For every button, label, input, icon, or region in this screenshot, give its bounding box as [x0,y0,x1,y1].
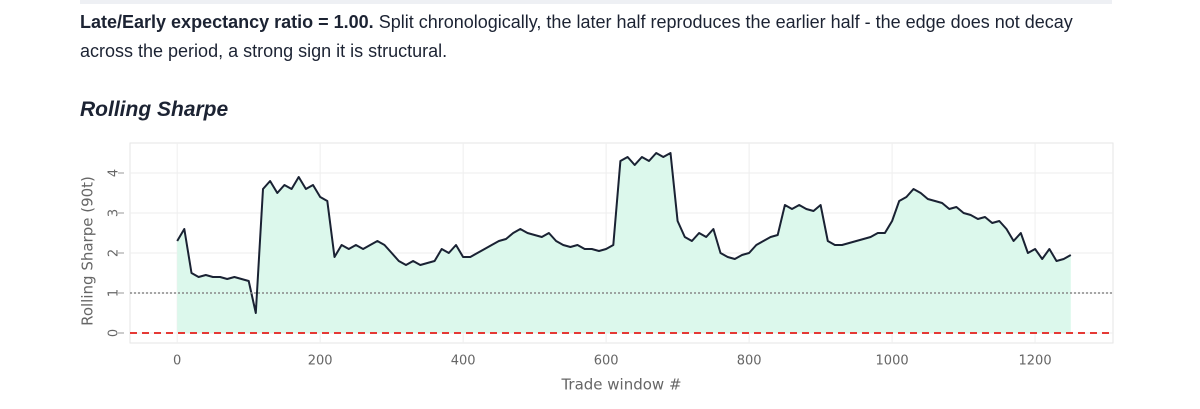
x-tick-label: 800 [737,354,762,369]
y-tick-label: 0 [107,329,122,337]
y-tick-label: 3 [107,209,122,217]
y-tick-label: 1 [107,289,122,297]
paragraph: Late/Early expectancy ratio = 1.00. Spli… [80,8,1110,66]
section-title: Rolling Sharpe [80,98,229,121]
y-axis-label: Rolling Sharpe (90t) [79,176,97,326]
x-tick-label: 1000 [876,354,909,369]
paragraph-text: Split chronologically, the later half re… [80,12,1073,61]
x-tick-label: 0 [173,354,181,369]
line [176,152,1072,314]
x-axis-label: Trade window # [560,376,681,394]
y-tick-label: 4 [107,169,122,177]
x-tick-label: 1200 [1019,354,1052,369]
x-tick-label: 600 [594,354,619,369]
area [177,153,1071,333]
paragraph-bold: Late/Early expectancy ratio = 1.00. [80,12,374,32]
x-tick-label: 200 [308,354,333,369]
top-bar [80,0,1112,4]
x-tick-label: 400 [451,354,476,369]
y-tick-label: 2 [107,249,122,257]
